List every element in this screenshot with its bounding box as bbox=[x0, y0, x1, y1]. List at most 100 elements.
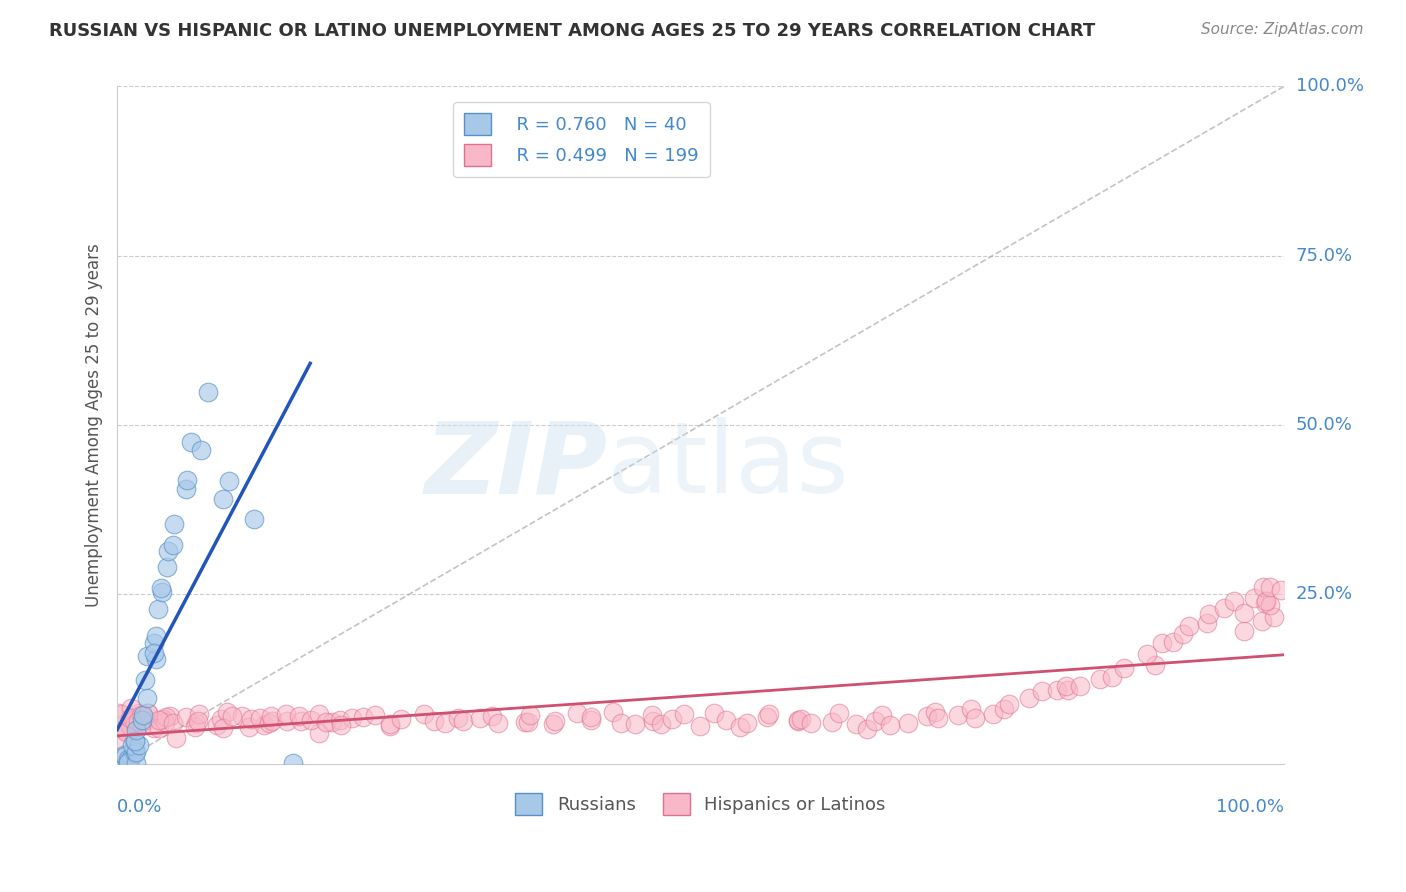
Point bbox=[1057, 682, 1080, 697]
Point bbox=[364, 708, 387, 723]
Point bbox=[924, 705, 946, 719]
Point bbox=[1171, 626, 1194, 640]
Point bbox=[389, 712, 412, 726]
Point bbox=[142, 646, 165, 660]
Point bbox=[136, 706, 159, 720]
Point bbox=[981, 707, 1004, 722]
Point bbox=[176, 473, 198, 487]
Text: 25.0%: 25.0% bbox=[1296, 585, 1353, 604]
Point bbox=[689, 719, 711, 733]
Point bbox=[879, 718, 901, 732]
Point bbox=[118, 710, 141, 724]
Point bbox=[243, 512, 266, 526]
Point bbox=[1178, 619, 1201, 633]
Text: atlas: atlas bbox=[607, 417, 849, 515]
Point bbox=[308, 707, 330, 722]
Point bbox=[960, 702, 983, 716]
Point bbox=[1253, 596, 1275, 610]
Point bbox=[124, 733, 146, 747]
Point bbox=[174, 482, 197, 496]
Point bbox=[157, 544, 180, 558]
Point bbox=[132, 708, 155, 723]
Point bbox=[1251, 615, 1274, 629]
Point bbox=[470, 711, 492, 725]
Point bbox=[190, 442, 212, 457]
Point bbox=[143, 636, 166, 650]
Point bbox=[145, 629, 167, 643]
Point bbox=[446, 711, 468, 725]
Point bbox=[513, 715, 536, 730]
Point bbox=[132, 711, 155, 725]
Point bbox=[150, 581, 173, 595]
Point bbox=[117, 755, 139, 769]
Point bbox=[1090, 672, 1112, 686]
Point bbox=[308, 726, 330, 740]
Point bbox=[174, 710, 197, 724]
Point bbox=[1143, 658, 1166, 673]
Point bbox=[565, 706, 588, 720]
Point bbox=[211, 491, 233, 506]
Point bbox=[579, 710, 602, 724]
Point bbox=[845, 716, 868, 731]
Point bbox=[117, 756, 139, 771]
Text: RUSSIAN VS HISPANIC OR LATINO UNEMPLOYMENT AMONG AGES 25 TO 29 YEARS CORRELATION: RUSSIAN VS HISPANIC OR LATINO UNEMPLOYME… bbox=[49, 22, 1095, 40]
Point bbox=[155, 710, 177, 724]
Point bbox=[145, 651, 167, 665]
Point bbox=[1198, 607, 1220, 621]
Point bbox=[150, 585, 173, 599]
Point bbox=[184, 720, 207, 734]
Point bbox=[1046, 682, 1069, 697]
Point bbox=[162, 538, 184, 552]
Point bbox=[1263, 610, 1285, 624]
Point bbox=[1161, 635, 1184, 649]
Point bbox=[917, 708, 939, 723]
Point bbox=[114, 725, 136, 739]
Point bbox=[800, 715, 823, 730]
Point bbox=[111, 723, 134, 737]
Point bbox=[872, 708, 894, 723]
Point bbox=[128, 706, 150, 721]
Point bbox=[120, 701, 142, 715]
Point bbox=[1152, 636, 1174, 650]
Point bbox=[112, 748, 135, 763]
Point bbox=[650, 716, 672, 731]
Point bbox=[1270, 583, 1292, 598]
Point bbox=[863, 714, 886, 728]
Point bbox=[124, 747, 146, 761]
Point bbox=[108, 706, 131, 720]
Point bbox=[205, 717, 228, 731]
Point bbox=[1136, 647, 1159, 661]
Point bbox=[132, 714, 155, 728]
Point bbox=[125, 723, 148, 737]
Point bbox=[602, 705, 624, 719]
Point bbox=[148, 713, 170, 727]
Point bbox=[703, 706, 725, 720]
Point bbox=[434, 715, 457, 730]
Point bbox=[146, 602, 169, 616]
Point bbox=[998, 697, 1021, 711]
Point bbox=[187, 714, 209, 729]
Point bbox=[260, 714, 283, 728]
Point bbox=[131, 713, 153, 727]
Point bbox=[259, 715, 281, 730]
Point bbox=[828, 706, 851, 720]
Point bbox=[120, 719, 142, 733]
Point bbox=[209, 712, 232, 726]
Point bbox=[276, 714, 298, 728]
Point bbox=[287, 709, 309, 723]
Point bbox=[218, 475, 240, 489]
Text: 50.0%: 50.0% bbox=[1296, 417, 1353, 434]
Point bbox=[162, 716, 184, 731]
Point bbox=[120, 750, 142, 764]
Point bbox=[221, 709, 243, 723]
Point bbox=[129, 707, 152, 722]
Point bbox=[197, 385, 219, 400]
Point bbox=[260, 709, 283, 723]
Point bbox=[134, 673, 156, 688]
Point bbox=[215, 705, 238, 719]
Point bbox=[315, 714, 337, 729]
Point bbox=[1112, 661, 1135, 675]
Point bbox=[142, 722, 165, 736]
Point bbox=[136, 691, 159, 706]
Point bbox=[122, 712, 145, 726]
